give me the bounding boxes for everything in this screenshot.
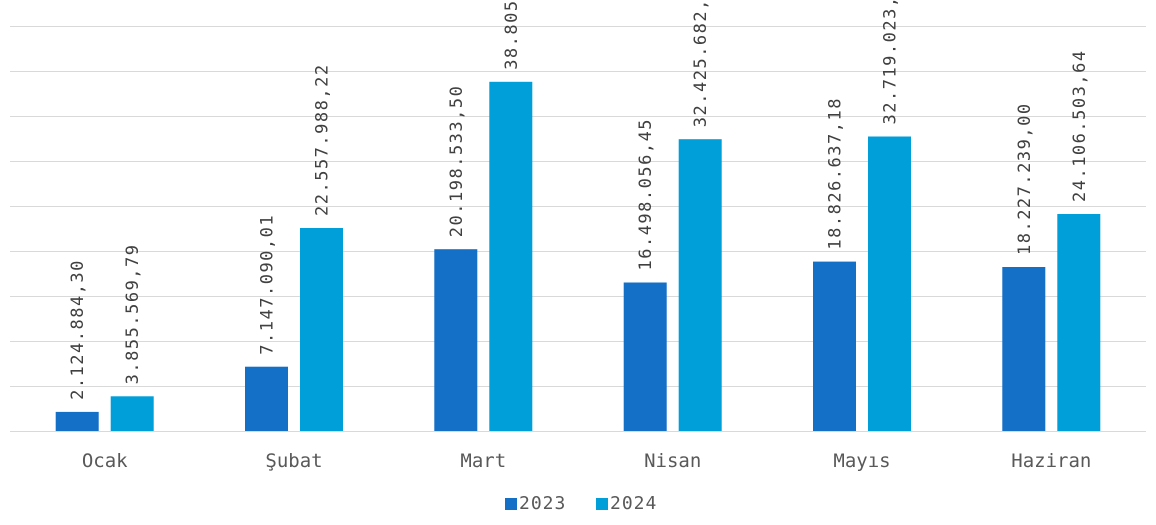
data-label: 3.855.569,79 [123, 243, 143, 384]
bar-2023-Mayıs [813, 261, 856, 431]
data-label: 22.557.988,22 [313, 63, 333, 216]
category-label: Mayıs [833, 450, 890, 472]
data-labels: 2.124.884,30 3.855.569,79 7.147.090,01 22.5… [68, 0, 1090, 400]
category-labels: Ocak Şubat Mart Nisan Mayıs Haziran [82, 450, 1092, 472]
legend: 2023 2024 [505, 493, 657, 514]
legend-label-2023: 2023 [519, 493, 566, 514]
data-label: 32.425.682,69 [691, 0, 711, 127]
bar-2024-Haziran [1057, 214, 1101, 431]
data-label: 7.147.090,01 [258, 214, 278, 355]
bar-2024-Mayıs [868, 136, 911, 431]
data-label: 24.106.503,64 [1070, 49, 1090, 202]
data-label: 18.826.637,18 [826, 97, 846, 250]
category-label: Ocak [82, 450, 128, 472]
category-label: Nisan [644, 450, 701, 472]
bar-2023-Ocak [55, 411, 99, 431]
data-label: 2.124.884,30 [68, 259, 88, 400]
data-label: 38.805.014,54 [502, 0, 522, 70]
category-label: Şubat [265, 450, 322, 472]
bar-2024-Ocak [110, 396, 154, 431]
bars [55, 81, 1101, 432]
bar-2024-Şubat [300, 228, 343, 431]
bar-2023-Nisan [623, 282, 667, 431]
legend-swatch-2024 [596, 498, 608, 510]
category-label: Mart [460, 450, 506, 472]
bar-2023-Mart [434, 249, 478, 431]
bar-2023-Haziran [1002, 267, 1046, 431]
data-label: 32.719.023,89 [881, 0, 901, 125]
gridlines [10, 26, 1146, 432]
legend-swatch-2023 [505, 498, 517, 510]
bar-2024-Nisan [678, 139, 722, 431]
bar-2023-Şubat [245, 366, 288, 431]
legend-label-2024: 2024 [610, 493, 657, 514]
data-label: 20.198.533,50 [447, 85, 467, 238]
category-label: Haziran [1011, 450, 1091, 472]
data-label: 18.227.239,00 [1015, 102, 1035, 255]
data-label: 16.498.056,45 [636, 118, 656, 271]
bar-2024-Mart [489, 81, 533, 432]
